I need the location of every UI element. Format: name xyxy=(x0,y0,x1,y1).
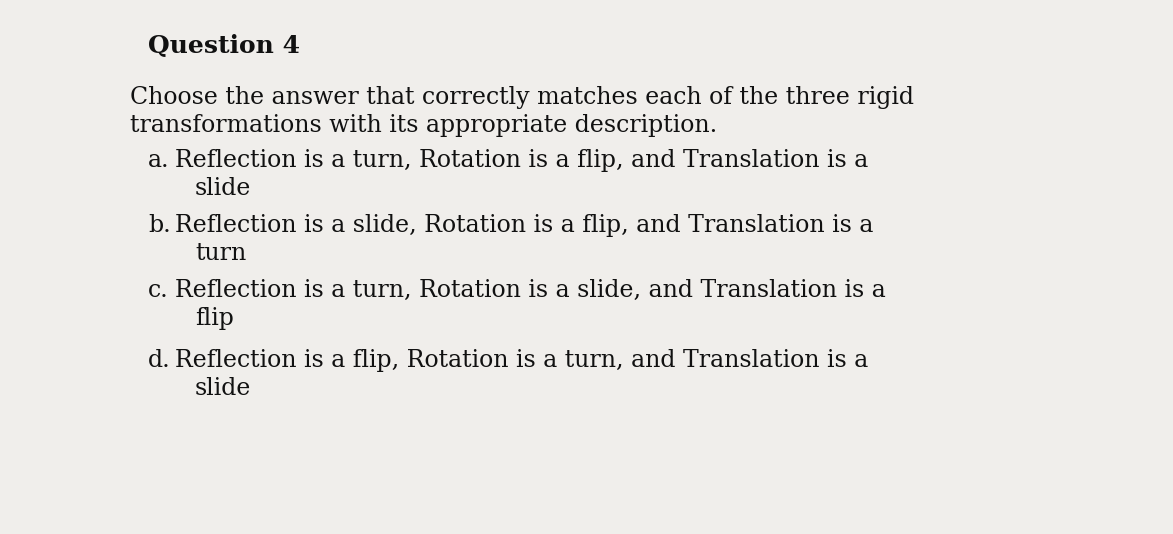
Text: a.: a. xyxy=(148,149,170,172)
Text: Reflection is a turn, Rotation is a slide, and Translation is a: Reflection is a turn, Rotation is a slid… xyxy=(175,279,886,302)
Text: d.: d. xyxy=(148,349,171,372)
Text: Reflection is a slide, Rotation is a flip, and Translation is a: Reflection is a slide, Rotation is a fli… xyxy=(175,214,874,237)
Text: Reflection is a flip, Rotation is a turn, and Translation is a: Reflection is a flip, Rotation is a turn… xyxy=(175,349,868,372)
Text: flip: flip xyxy=(195,307,233,330)
Text: Choose the answer that correctly matches each of the three rigid: Choose the answer that correctly matches… xyxy=(130,86,914,109)
Text: slide: slide xyxy=(195,377,251,400)
Text: c.: c. xyxy=(148,279,169,302)
Text: b.: b. xyxy=(148,214,171,237)
Text: Question 4: Question 4 xyxy=(148,34,300,58)
Text: transformations with its appropriate description.: transformations with its appropriate des… xyxy=(130,114,717,137)
Text: Reflection is a turn, Rotation is a flip, and Translation is a: Reflection is a turn, Rotation is a flip… xyxy=(175,149,868,172)
Text: slide: slide xyxy=(195,177,251,200)
Text: turn: turn xyxy=(195,242,246,265)
